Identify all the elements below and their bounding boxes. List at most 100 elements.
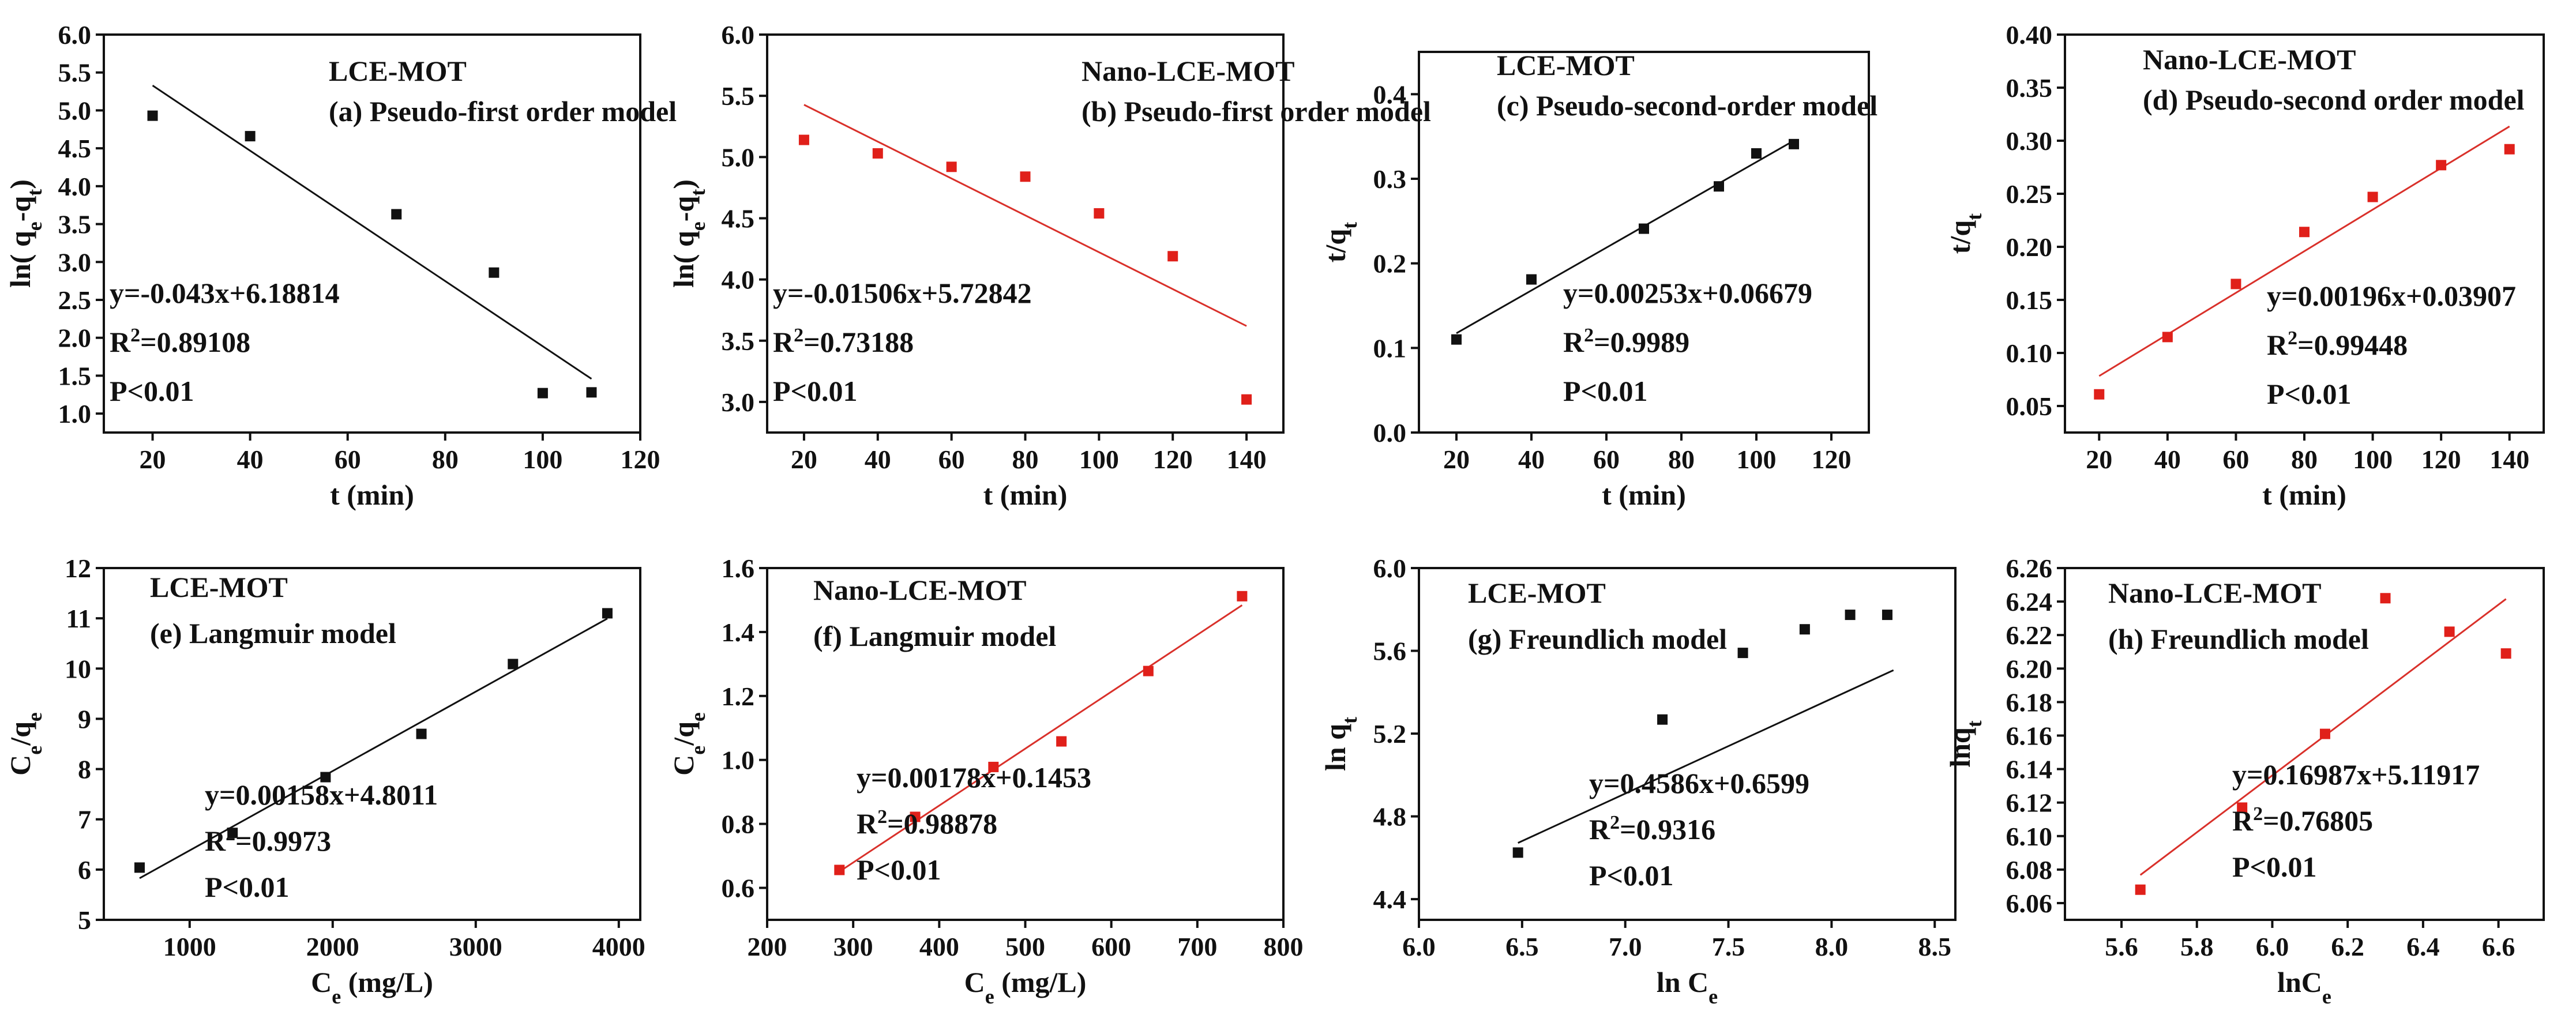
x-tick-label: 800: [1264, 932, 1304, 961]
x-tick-label: 100: [1079, 445, 1119, 474]
label-subscript: t: [686, 189, 709, 196]
x-tick-label: 6.5: [1505, 932, 1539, 961]
r-symbol: R: [857, 807, 878, 840]
data-point: [1512, 847, 1523, 858]
y-tick-label: 5.0: [722, 142, 755, 172]
label-part: ln( q: [667, 231, 700, 288]
x-tick-label: 120: [1812, 445, 1852, 474]
fit-equation: y=0.00178x+0.1453: [857, 761, 1091, 794]
y-axis-title: Ce/qe: [667, 712, 709, 776]
label-part: lnq: [1944, 727, 1976, 768]
p-value-label: P<0.01: [857, 854, 941, 886]
x-axis-title: Ce (mg/L): [964, 966, 1087, 1008]
x-tick-label: 80: [2291, 445, 2318, 474]
x-tick-label: 6.0: [2256, 932, 2289, 961]
r-symbol: R: [1563, 326, 1584, 358]
x-tick-label: 40: [865, 445, 891, 474]
r-squared-label: R2=0.76805: [2232, 803, 2373, 837]
y-tick-label: 4.0: [58, 172, 92, 201]
label-subscript: t: [23, 189, 46, 196]
y-tick-label: 6.06: [2006, 889, 2053, 918]
data-point: [2504, 144, 2515, 155]
y-tick-label: 11: [66, 604, 91, 633]
panel-model-title: (c) Pseudo-second-order model: [1497, 89, 1877, 122]
y-axis-title: t/qt: [1319, 222, 1361, 262]
r-squared-label: R2=0.9973: [205, 824, 331, 858]
panel-sample-label: Nano-LCE-MOT: [813, 574, 1026, 606]
label-subscript: e: [23, 221, 46, 231]
y-tick-label: 0.8: [722, 810, 755, 839]
plot-frame: [766, 33, 1285, 434]
y-tick-label: 0.1: [1373, 333, 1407, 363]
label-part: C: [667, 755, 700, 776]
panel-sample-label: LCE-MOT: [329, 55, 467, 87]
y-tick-label: 0.05: [2006, 392, 2053, 421]
panel-d: 20 40 60 80 100 120 140 0.05 0.10 0.15 0.20 0.25 0.3…: [1944, 20, 2545, 511]
panel-f: 200 300 400 500 600 700 800 0.6 0.8 1.0 1.2 1.4 1.6 C…: [667, 554, 1304, 1008]
data-point: [1143, 666, 1154, 676]
x-axis-title: t (min): [2262, 479, 2346, 511]
y-tick-label: 3.5: [722, 326, 755, 356]
y-tick-label: 1.0: [722, 746, 755, 775]
panel-h: 5.6 5.8 6.0 6.2 6.4 6.6 6.06 6.08 6.10 6.12 6.14 6.…: [1944, 554, 2545, 1008]
r-value: =0.9973: [235, 825, 331, 857]
y-tick-label: 0.6: [722, 874, 755, 903]
y-tick-label: 0.30: [2006, 126, 2053, 156]
y-tick-label: 1.0: [58, 399, 92, 428]
y-tick-label: 0.4: [1373, 80, 1407, 109]
p-value-label: P<0.01: [110, 375, 194, 407]
fit-equation: y=0.00158x+4.8011: [205, 779, 438, 811]
data-point: [1020, 171, 1031, 182]
y-tick-label: 1.4: [722, 618, 755, 647]
y-tick-label: 0.40: [2006, 20, 2053, 50]
label-subscript: e: [1708, 985, 1718, 1008]
label-part: -q: [667, 196, 700, 222]
r-value: =0.99448: [2297, 329, 2408, 361]
y-tick-label: 2.5: [58, 285, 92, 315]
y-tick-label: 5: [78, 905, 91, 935]
r-symbol: R: [205, 825, 226, 857]
y-axis-title: Ce/qe: [4, 712, 46, 776]
x-tick-label: 20: [791, 445, 817, 474]
data-point: [1094, 208, 1105, 219]
y-tick-label: 1.6: [722, 554, 755, 583]
y-tick-label: 5.0: [58, 96, 92, 125]
label-part: (mg/L): [994, 966, 1087, 998]
panel-sample-label: LCE-MOT: [150, 571, 288, 603]
fit-line: [1518, 669, 1894, 844]
plot-frame: [103, 567, 641, 921]
y-tick-label: 4.5: [722, 204, 755, 233]
y-tick-label: 3.0: [58, 247, 92, 277]
panel-sample-label: Nano-LCE-MOT: [2143, 43, 2356, 76]
fit-equation: y=0.4586x+0.6599: [1589, 767, 1809, 799]
x-axis-title: t (min): [983, 479, 1068, 511]
label-subscript: t: [1338, 222, 1361, 229]
data-point: [2380, 593, 2391, 604]
data-point: [1237, 591, 1248, 602]
y-tick-label: 4.4: [1373, 885, 1407, 914]
y-tick-label: 6.10: [2006, 822, 2053, 851]
r-symbol: R: [773, 326, 794, 358]
data-point: [1882, 610, 1892, 621]
plot-frame: [1418, 51, 1870, 434]
r-value: =0.9989: [1594, 326, 1689, 358]
p-value-label: P<0.01: [1589, 859, 1674, 892]
data-point: [1751, 148, 1762, 159]
fit-line: [1456, 140, 1794, 334]
label-part: /q: [4, 721, 36, 746]
r-superscript: 2: [1584, 325, 1594, 346]
y-axis-title: ln( qe-qt): [667, 179, 709, 288]
data-point: [1526, 274, 1537, 285]
data-point: [2094, 389, 2105, 400]
x-tick-label: 6.4: [2406, 932, 2440, 961]
label-part: /q: [667, 721, 700, 746]
x-tick-label: 20: [1443, 445, 1470, 474]
panel-model-title: (d) Pseudo-second order model: [2143, 84, 2525, 116]
y-tick-label: 5.5: [58, 58, 92, 88]
x-tick-label: 1000: [163, 932, 216, 961]
r-symbol: R: [2267, 329, 2288, 361]
panel-model-title: (b) Pseudo-first order model: [1082, 95, 1431, 127]
r-symbol: R: [110, 326, 131, 358]
y-tick-label: 6.18: [2006, 687, 2053, 717]
label-subscript: e: [686, 746, 709, 755]
